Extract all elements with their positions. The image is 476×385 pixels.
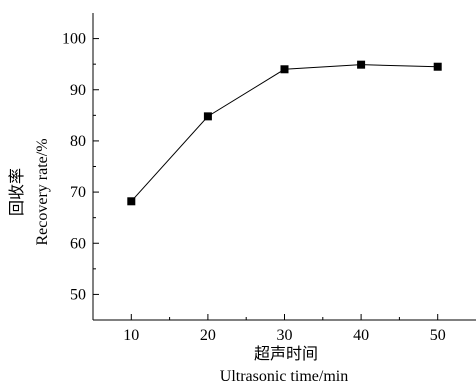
x-tick-label: 10	[123, 327, 139, 344]
x-axis-title-cn: 超声时间	[254, 345, 318, 363]
y-tick-label: 50	[70, 286, 86, 303]
y-axis-title: Recovery rate/%	[34, 138, 51, 245]
x-tick-label: 20	[200, 327, 216, 344]
data-point	[127, 197, 136, 206]
y-tick-label: 90	[70, 82, 86, 99]
x-tick-label: 30	[277, 327, 293, 344]
y-tick-label: 80	[70, 133, 86, 150]
y-ticks: 50 60 70 80 90 100	[62, 31, 99, 303]
x-tick-label: 40	[353, 327, 369, 344]
data-point	[433, 62, 442, 71]
axes	[92, 13, 476, 321]
data-point	[203, 112, 212, 121]
y-tick-label: 100	[62, 31, 86, 48]
y-axis-title-cn: 回收率	[8, 168, 26, 216]
x-axis-title: Ultrasonic time/min	[220, 368, 348, 385]
x-tick-label: 50	[430, 327, 446, 344]
data-point	[280, 65, 289, 74]
series-line	[130, 64, 438, 202]
y-tick-label: 60	[70, 235, 86, 252]
x-ticks: 10 20 30 40 50	[123, 314, 446, 344]
data-point	[357, 60, 366, 69]
y-tick-label: 70	[70, 184, 86, 201]
series-layer	[127, 60, 442, 206]
